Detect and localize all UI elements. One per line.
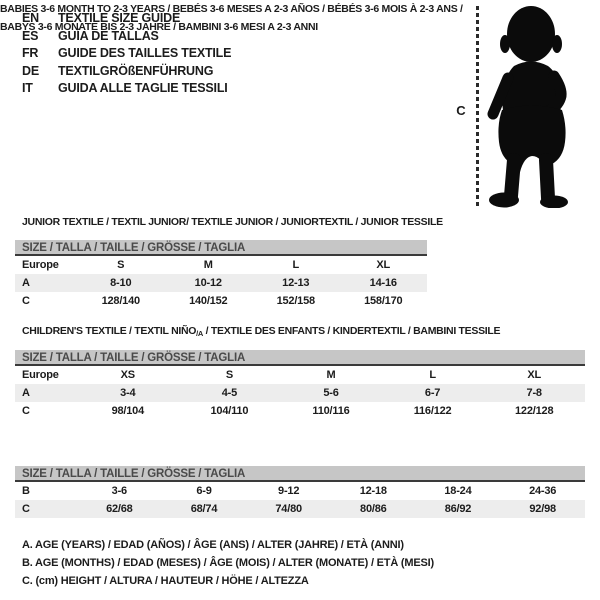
row-label: C xyxy=(15,500,77,518)
babies-textile-title: BABIES 3-6 MONTH TO 2-3 YEARS / BEBÉS 3-… xyxy=(0,0,600,36)
table-row: Europe S M L XL xyxy=(15,256,427,274)
junior-textile-table: SIZE / TALLA / TAILLE / GRÖSSE / TAGLIA … xyxy=(15,240,427,310)
language-title: TEXTILE SIZE GUIDE xyxy=(58,11,181,25)
table-cell: XL xyxy=(527,369,542,381)
row-label: B xyxy=(22,485,30,497)
table-cell: 12-13 xyxy=(252,274,340,292)
table-cell: XS xyxy=(120,369,135,381)
table-cell: 116/122 xyxy=(413,405,452,417)
table-cell: 68/74 xyxy=(161,500,247,518)
junior-size-grid: Europe S M L XL A 8-10 10-12 12-13 14-16 C 128… xyxy=(15,256,427,310)
table-cell: S xyxy=(117,259,125,271)
language-title: GUIDE DES TAILLES TEXTILE xyxy=(58,46,232,60)
table-cell: 6-7 xyxy=(381,384,484,402)
language-row: FR GUIDE DES TAILLES TEXTILE xyxy=(22,45,231,63)
row-label: A xyxy=(15,274,77,292)
table-row: A 3-4 4-5 5-6 6-7 7-8 xyxy=(15,384,585,402)
table-cell: 128/140 xyxy=(101,295,141,307)
table-cell: 10-12 xyxy=(164,274,252,292)
table-cell: XL xyxy=(376,259,391,271)
babies-title-line2: BABYS 3-6 MONATE BIS 2-3 JAHRE / BAMBINI… xyxy=(0,21,318,33)
footnote: B. AGE (MONTHS) / EDAD (MESES) / ÂGE (MO… xyxy=(22,557,434,569)
language-code: ES xyxy=(22,28,39,43)
table-cell: L xyxy=(429,369,436,381)
table-row: Europe XS S M L XL xyxy=(15,366,585,384)
table-cell: 92/98 xyxy=(500,500,585,518)
table-cell: M xyxy=(326,369,336,381)
table-cell: 62/68 xyxy=(77,500,162,518)
table-row: C 128/140 140/152 152/158 158/170 xyxy=(15,292,427,310)
table-cell: 74/80 xyxy=(246,500,331,518)
babies-textile-table: SIZE / TALLA / TAILLE / GRÖSSE / TAGLIA … xyxy=(15,466,585,518)
row-label: Europe xyxy=(22,259,59,271)
table-row: C 98/104 104/110 110/116 116/122 122/128 xyxy=(15,402,585,420)
table-cell: 98/104 xyxy=(111,405,145,417)
title-text: CHILDREN'S TEXTILE / TEXTIL NIÑO xyxy=(22,325,197,337)
language-code: EN xyxy=(22,11,39,25)
row-label: Europe xyxy=(22,369,59,381)
row-label: C xyxy=(22,295,30,307)
table-cell: 80/86 xyxy=(330,500,416,518)
table-cell: L xyxy=(292,259,300,271)
footnote: A. AGE (YEARS) / EDAD (AÑOS) / ÂGE (ANS)… xyxy=(22,539,404,551)
babies-title-line1: BABIES 3-6 MONTH TO 2-3 YEARS / BEBÉS 3-… xyxy=(0,3,463,15)
language-list: EN TEXTILE SIZE GUIDE ES GUÍA DE TALLAS … xyxy=(22,10,231,98)
childrens-size-grid: Europe XS S M L XL A 3-4 4-5 5-6 6-7 7-8 C 98/10… xyxy=(15,366,585,420)
table-cell: M xyxy=(203,259,213,271)
height-measure-label: C xyxy=(456,103,466,118)
language-code: FR xyxy=(22,46,39,60)
size-header: SIZE / TALLA / TAILLE / GRÖSSE / TAGLIA xyxy=(15,466,585,482)
table-cell: S xyxy=(225,369,233,381)
language-row: IT GUIDA ALLE TAGLIE TESSILI xyxy=(22,80,231,98)
babies-size-grid: B 3-6 6-9 9-12 12-18 18-24 24-36 C 62/68 68/74… xyxy=(15,482,585,518)
table-cell: 5-6 xyxy=(280,384,382,402)
table-cell: 9-12 xyxy=(278,485,300,497)
footnote: C. (cm) HEIGHT / ALTURA / HAUTEUR / HÖHE… xyxy=(22,575,309,587)
toddler-silhouette-icon xyxy=(487,6,568,208)
table-cell: 158/170 xyxy=(364,295,403,307)
junior-textile-title: JUNIOR TEXTILE / TEXTIL JUNIOR/ TEXTILE … xyxy=(22,216,443,228)
title-subscript: /A xyxy=(196,329,204,338)
language-title: TEXTILGRÖßENFÜHRUNG xyxy=(58,63,214,78)
table-cell: 104/110 xyxy=(210,405,249,417)
row-label: C xyxy=(22,405,30,417)
table-cell: 122/128 xyxy=(515,405,554,417)
table-cell: 140/152 xyxy=(189,295,228,307)
language-title: GUIDA ALLE TAGLIE TESSILI xyxy=(58,81,228,95)
language-code: DE xyxy=(22,63,39,78)
table-cell: 7-8 xyxy=(483,384,585,402)
table-row: C 62/68 68/74 74/80 80/86 86/92 92/98 xyxy=(15,500,585,518)
table-row: A 8-10 10-12 12-13 14-16 xyxy=(15,274,427,292)
table-cell: 24-36 xyxy=(529,485,557,497)
table-cell: 18-24 xyxy=(444,485,472,497)
language-row: DE TEXTILGRÖßENFÜHRUNG xyxy=(22,63,231,81)
table-cell: 4-5 xyxy=(178,384,281,402)
table-cell: 86/92 xyxy=(415,500,501,518)
height-dotted-line xyxy=(476,6,479,206)
language-title: GUÍA DE TALLAS xyxy=(58,28,159,43)
table-cell: 8-10 xyxy=(77,274,165,292)
table-cell: 110/116 xyxy=(312,405,350,417)
table-cell: 3-6 xyxy=(111,485,128,497)
table-cell: 14-16 xyxy=(339,274,427,292)
row-label: A xyxy=(15,384,77,402)
size-header: SIZE / TALLA / TAILLE / GRÖSSE / TAGLIA xyxy=(15,240,427,256)
title-text: / TEXTILE DES ENFANTS / KINDERTEXTIL / B… xyxy=(203,325,501,337)
language-code: IT xyxy=(22,81,33,95)
childrens-textile-title: CHILDREN'S TEXTILE / TEXTIL NIÑO/A / TEX… xyxy=(22,322,501,341)
table-cell: 12-18 xyxy=(359,485,387,497)
language-row: ES GUÍA DE TALLAS xyxy=(22,28,231,46)
table-cell: 6-9 xyxy=(196,485,212,497)
language-row: EN TEXTILE SIZE GUIDE xyxy=(22,10,231,28)
table-cell: 152/158 xyxy=(276,295,316,307)
size-header: SIZE / TALLA / TAILLE / GRÖSSE / TAGLIA xyxy=(15,350,585,366)
childrens-textile-table: SIZE / TALLA / TAILLE / GRÖSSE / TAGLIA … xyxy=(15,350,585,420)
table-cell: 3-4 xyxy=(77,384,179,402)
legend-footnotes: A. AGE (YEARS) / EDAD (AÑOS) / ÂGE (ANS)… xyxy=(22,536,434,590)
table-row: B 3-6 6-9 9-12 12-18 18-24 24-36 xyxy=(15,482,585,500)
